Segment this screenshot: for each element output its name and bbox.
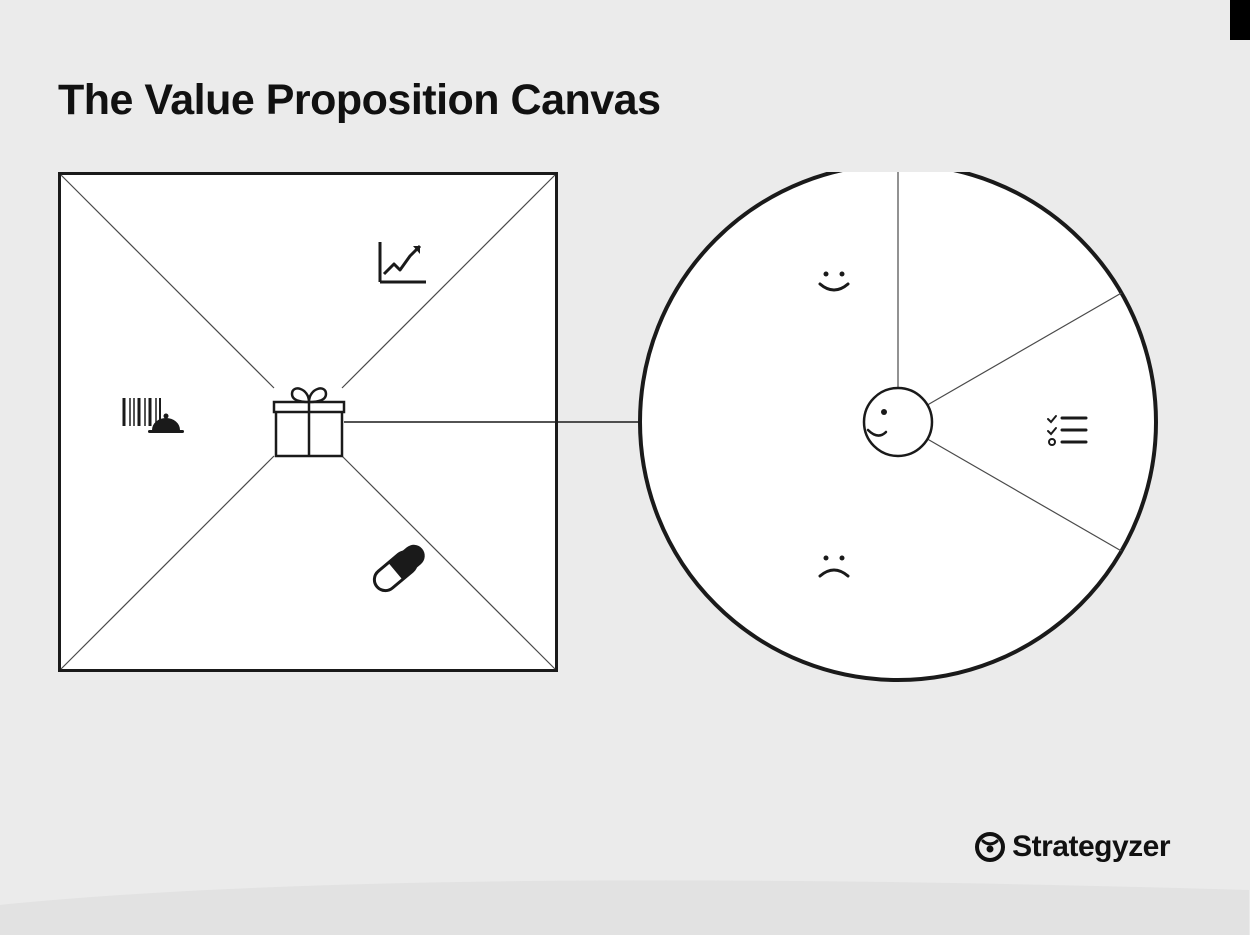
face-profile-icon [864,388,932,456]
page: The Value Proposition Canvas [0,0,1230,920]
page-title: The Value Proposition Canvas [58,76,661,125]
brand-logo: Strategyzer [974,830,1170,864]
customer-profile-circle [640,172,1156,680]
strategyzer-mark-icon [974,831,1006,863]
brand-name: Strategyzer [1012,830,1170,864]
value-proposition-canvas [58,172,1188,732]
corner-tab [1230,0,1250,40]
